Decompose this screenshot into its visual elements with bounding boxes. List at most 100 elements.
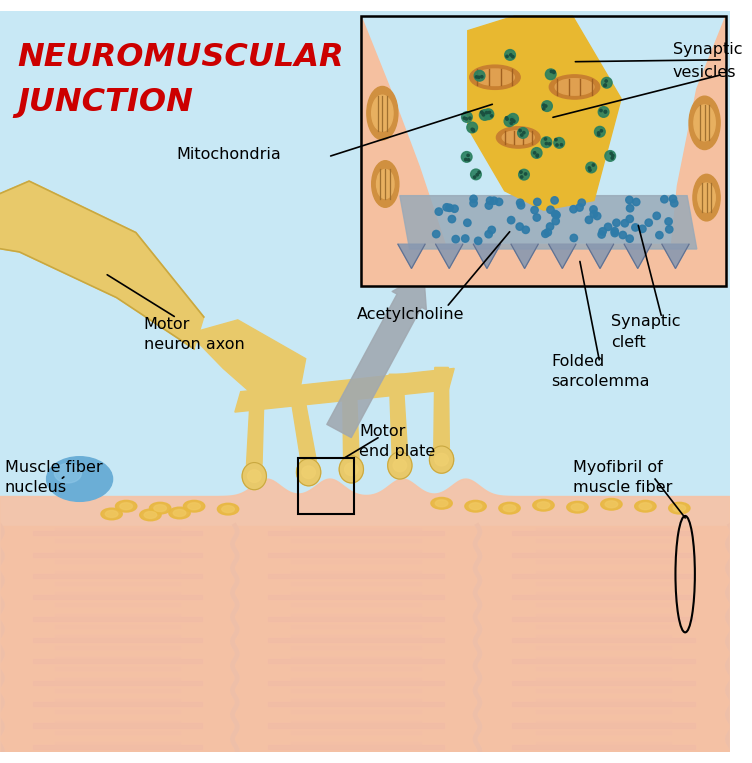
Circle shape bbox=[626, 215, 633, 223]
Bar bbox=[512, 745, 695, 749]
Circle shape bbox=[520, 175, 523, 178]
Ellipse shape bbox=[435, 500, 448, 507]
Circle shape bbox=[462, 235, 469, 242]
Ellipse shape bbox=[150, 502, 171, 514]
Ellipse shape bbox=[429, 446, 453, 473]
Text: JUNCTION: JUNCTION bbox=[17, 87, 193, 118]
Bar bbox=[55, 731, 180, 734]
Bar bbox=[536, 667, 671, 670]
Circle shape bbox=[556, 144, 558, 146]
Bar bbox=[55, 529, 180, 531]
Circle shape bbox=[533, 152, 535, 154]
Circle shape bbox=[480, 110, 490, 121]
Circle shape bbox=[517, 127, 529, 138]
Ellipse shape bbox=[101, 508, 123, 520]
Circle shape bbox=[544, 138, 547, 140]
Circle shape bbox=[611, 157, 614, 159]
Circle shape bbox=[656, 231, 663, 239]
Circle shape bbox=[599, 227, 606, 235]
Bar bbox=[0, 11, 729, 540]
Bar bbox=[536, 604, 671, 606]
Bar bbox=[512, 723, 695, 728]
Circle shape bbox=[605, 150, 616, 161]
Circle shape bbox=[621, 220, 629, 227]
Circle shape bbox=[483, 109, 493, 120]
Circle shape bbox=[488, 227, 496, 233]
Circle shape bbox=[475, 70, 485, 81]
Bar bbox=[0, 526, 729, 752]
Circle shape bbox=[481, 111, 483, 114]
Text: Synaptic: Synaptic bbox=[611, 314, 681, 329]
Circle shape bbox=[585, 216, 593, 224]
Bar bbox=[292, 582, 421, 584]
Polygon shape bbox=[190, 320, 306, 404]
Bar bbox=[536, 645, 671, 649]
Ellipse shape bbox=[533, 500, 554, 511]
Circle shape bbox=[611, 155, 614, 157]
Text: Muscle fiber: Muscle fiber bbox=[5, 459, 102, 475]
Circle shape bbox=[597, 132, 600, 134]
Bar bbox=[292, 614, 421, 617]
Bar bbox=[268, 638, 444, 642]
Circle shape bbox=[593, 164, 595, 166]
Circle shape bbox=[505, 117, 508, 119]
Circle shape bbox=[517, 201, 525, 209]
Circle shape bbox=[532, 147, 542, 158]
Circle shape bbox=[626, 235, 633, 243]
Circle shape bbox=[553, 70, 555, 72]
Circle shape bbox=[516, 223, 523, 230]
Circle shape bbox=[468, 159, 470, 161]
Circle shape bbox=[496, 198, 503, 205]
Circle shape bbox=[544, 105, 547, 107]
Circle shape bbox=[472, 128, 475, 131]
Circle shape bbox=[600, 130, 602, 132]
Circle shape bbox=[604, 111, 607, 113]
Polygon shape bbox=[290, 388, 317, 461]
Circle shape bbox=[435, 208, 442, 215]
Polygon shape bbox=[0, 479, 729, 758]
Circle shape bbox=[475, 76, 478, 78]
Circle shape bbox=[553, 211, 560, 219]
Circle shape bbox=[599, 107, 609, 118]
Circle shape bbox=[451, 205, 458, 212]
Circle shape bbox=[632, 198, 640, 206]
Ellipse shape bbox=[188, 503, 200, 510]
Circle shape bbox=[536, 154, 538, 156]
Polygon shape bbox=[435, 244, 462, 269]
Circle shape bbox=[472, 130, 475, 132]
Bar bbox=[292, 731, 421, 734]
Bar bbox=[512, 595, 695, 600]
Ellipse shape bbox=[247, 470, 261, 482]
Polygon shape bbox=[343, 382, 359, 458]
Circle shape bbox=[632, 224, 639, 231]
Bar bbox=[32, 681, 202, 685]
Bar bbox=[268, 552, 444, 557]
Bar bbox=[536, 614, 671, 617]
Circle shape bbox=[541, 230, 549, 237]
Bar bbox=[512, 531, 695, 536]
Circle shape bbox=[611, 230, 618, 237]
Bar bbox=[536, 624, 671, 627]
Ellipse shape bbox=[54, 463, 81, 483]
Bar bbox=[292, 667, 421, 670]
Circle shape bbox=[600, 109, 602, 111]
Bar bbox=[536, 561, 671, 563]
Bar bbox=[536, 635, 671, 638]
Ellipse shape bbox=[693, 174, 720, 221]
Ellipse shape bbox=[698, 183, 715, 212]
Text: Motor: Motor bbox=[144, 317, 190, 332]
Bar bbox=[536, 571, 671, 574]
Bar bbox=[536, 539, 671, 542]
Bar bbox=[292, 571, 421, 574]
Text: sarcolemma: sarcolemma bbox=[551, 374, 650, 389]
Ellipse shape bbox=[217, 504, 238, 515]
Bar bbox=[512, 681, 695, 685]
Circle shape bbox=[470, 199, 478, 207]
Text: Motor: Motor bbox=[359, 423, 405, 439]
Bar bbox=[55, 624, 180, 627]
Ellipse shape bbox=[296, 459, 321, 486]
Circle shape bbox=[598, 230, 605, 238]
Bar bbox=[292, 604, 421, 606]
Bar bbox=[512, 552, 695, 557]
Ellipse shape bbox=[689, 96, 720, 150]
